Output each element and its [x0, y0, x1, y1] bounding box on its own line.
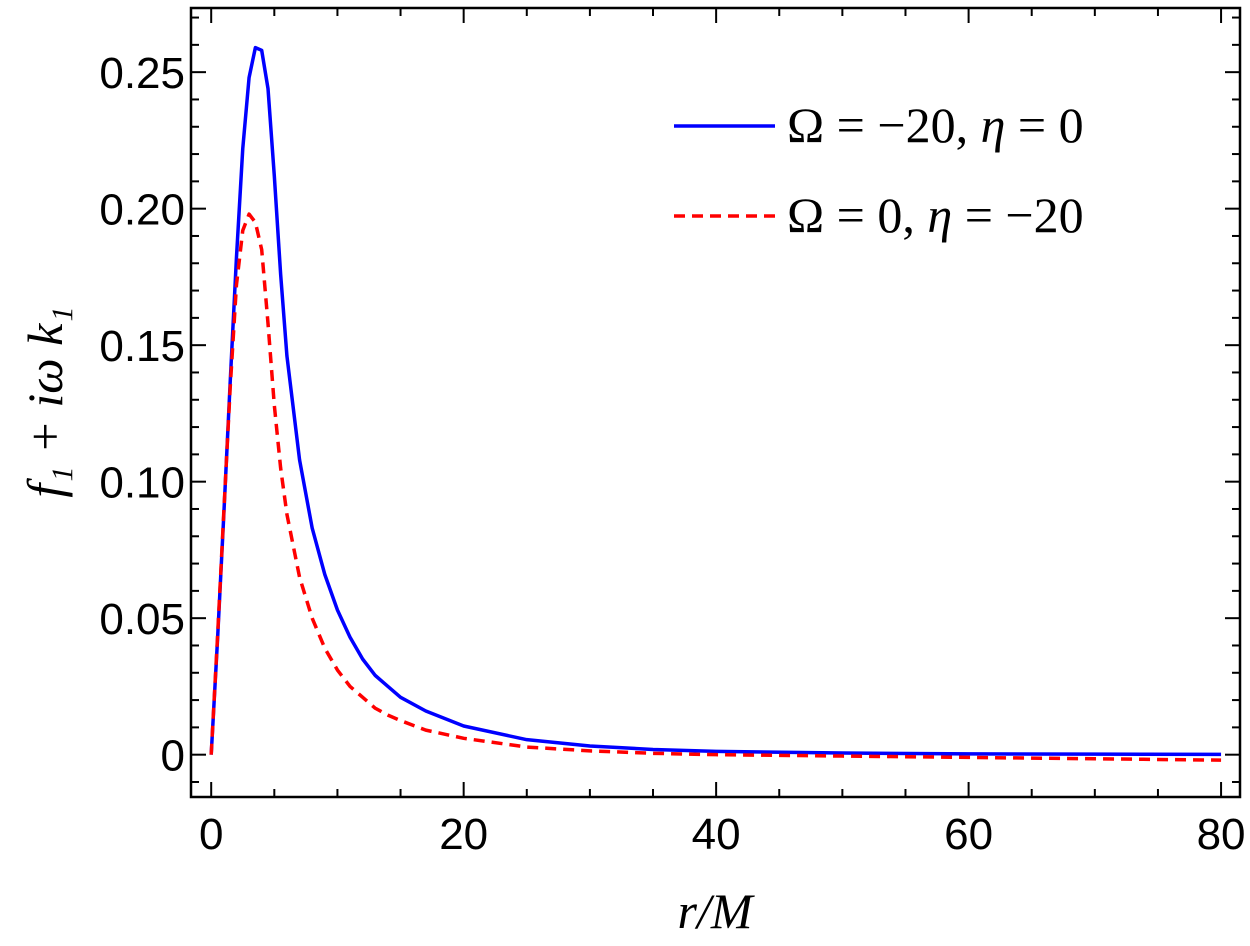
- x-tick-label: 60: [944, 810, 993, 859]
- x-axis-title: r/M: [678, 883, 755, 939]
- legend-label-series-1: Ω = −20, η = 0: [787, 97, 1084, 153]
- y-tick-label: 0.05: [99, 595, 185, 644]
- x-tick-label: 80: [1197, 810, 1246, 859]
- y-tick-label: 0.10: [99, 459, 185, 508]
- legend-label-series-2: Ω = 0, η = −20: [787, 187, 1084, 243]
- tick-marks: [191, 8, 1240, 797]
- tick-labels: 0 20 40 60 80 0 0.05 0.10 0.15 0.20 0.25: [99, 49, 1245, 859]
- legend: Ω = −20, η = 0 Ω = 0, η = −20: [674, 97, 1084, 243]
- y-tick-label: 0.15: [99, 322, 185, 371]
- series-layer: [209, 45, 1222, 762]
- y-tick-label: 0.25: [99, 49, 185, 98]
- series-line-2: [209, 212, 1222, 762]
- series-line-1: [209, 45, 1222, 757]
- x-tick-label: 20: [439, 810, 488, 859]
- x-tick-label: 40: [692, 810, 741, 859]
- x-tick-label: 0: [199, 810, 223, 859]
- y-axis-title: f₁ + iω k₁: [17, 306, 73, 497]
- y-tick-label: 0: [161, 732, 185, 781]
- y-tick-label: 0.20: [99, 186, 185, 235]
